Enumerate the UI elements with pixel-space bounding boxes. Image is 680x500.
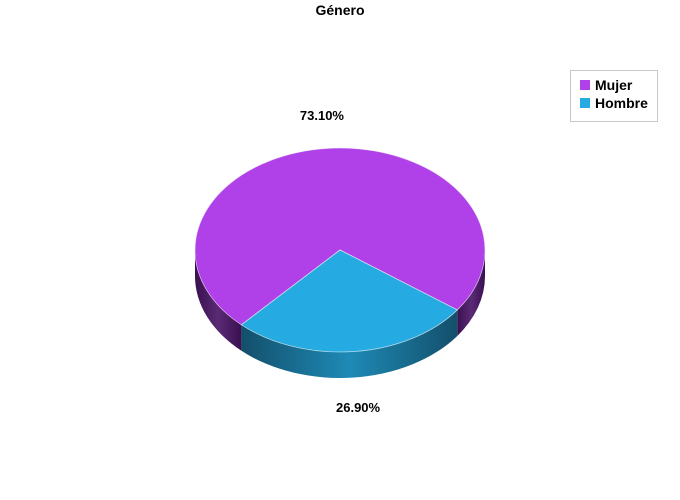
legend-item-mujer: Mujer — [580, 76, 657, 94]
pie-slice-hombre — [240, 249, 458, 353]
pie-side-mujer — [195, 250, 242, 351]
legend-item-hombre: Hombre — [580, 94, 657, 112]
data-label-mujer: 73.10% — [300, 108, 345, 123]
pie-slice-mujer — [194, 147, 486, 326]
pie-side-hombre — [241, 309, 458, 378]
legend: Mujer Hombre — [570, 70, 658, 122]
pie-labels: 73.10% 26.90% — [300, 108, 381, 415]
legend-label-hombre: Hombre — [595, 95, 648, 111]
pie-side-mujer — [457, 250, 485, 336]
legend-label-mujer: Mujer — [595, 77, 633, 93]
pie-tops — [194, 147, 486, 353]
chart-title: Género — [315, 2, 365, 18]
data-label-hombre: 26.90% — [336, 400, 381, 415]
pie-sides — [195, 250, 485, 378]
legend-swatch-hombre — [580, 98, 590, 108]
legend-swatch-mujer — [580, 80, 590, 90]
